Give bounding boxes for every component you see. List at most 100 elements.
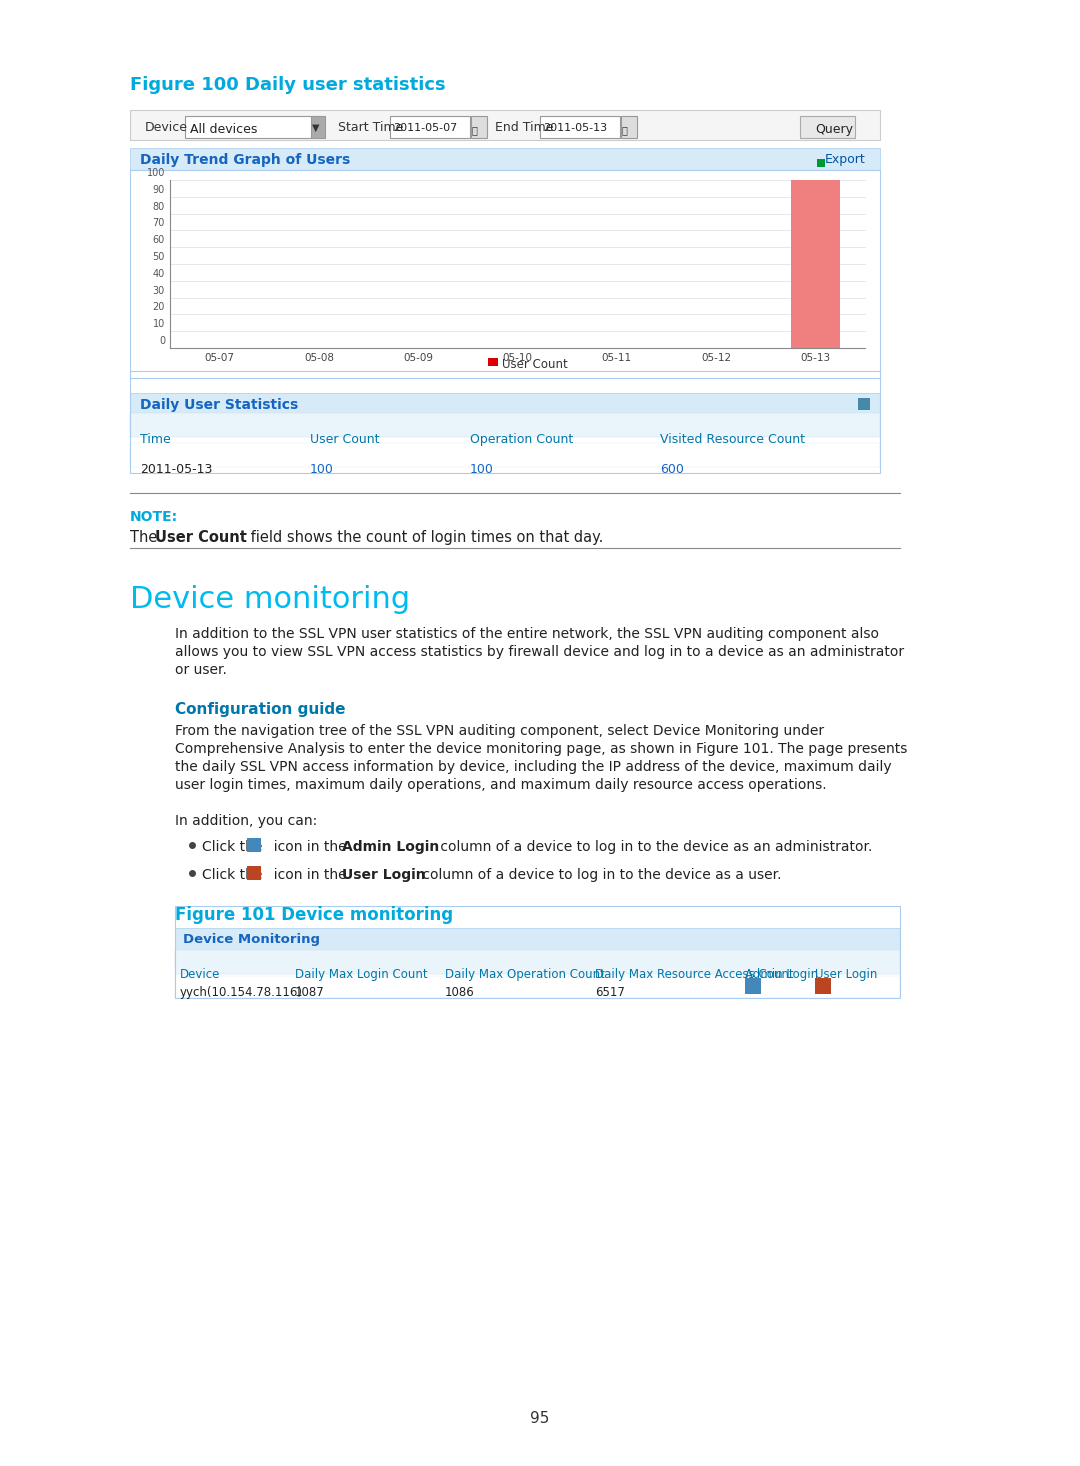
Bar xyxy=(471,116,487,138)
Text: 80: 80 xyxy=(152,202,165,211)
Text: 100: 100 xyxy=(470,463,494,476)
Text: Admin Login: Admin Login xyxy=(745,968,819,981)
Text: Device: Device xyxy=(145,122,188,133)
Text: icon in the: icon in the xyxy=(265,840,351,855)
Text: Figure 100 Daily user statistics: Figure 100 Daily user statistics xyxy=(130,76,446,94)
Text: User Count: User Count xyxy=(310,432,379,446)
Text: 2011-05-13: 2011-05-13 xyxy=(140,463,213,476)
Text: Daily Trend Graph of Users: Daily Trend Graph of Users xyxy=(140,152,350,167)
Text: End Time: End Time xyxy=(495,122,554,133)
Text: NOTE:: NOTE: xyxy=(130,510,178,523)
Bar xyxy=(130,170,880,378)
Text: 1086: 1086 xyxy=(445,987,475,998)
Bar xyxy=(130,393,880,415)
Bar xyxy=(175,950,900,973)
Text: User Login: User Login xyxy=(815,968,877,981)
Text: Time: Time xyxy=(140,432,171,446)
Text: Device Monitoring: Device Monitoring xyxy=(183,932,320,946)
Text: 05-10: 05-10 xyxy=(502,353,532,364)
Text: 95: 95 xyxy=(530,1410,550,1426)
Text: Admin Login: Admin Login xyxy=(342,840,440,855)
Text: All devices: All devices xyxy=(190,123,257,136)
Text: yych(10.154.78.116): yych(10.154.78.116) xyxy=(180,987,303,998)
Text: Operation Count: Operation Count xyxy=(470,432,573,446)
Bar xyxy=(390,116,470,138)
Text: 05-12: 05-12 xyxy=(701,353,731,364)
Text: user login times, maximum daily operations, and maximum daily resource access op: user login times, maximum daily operatio… xyxy=(175,778,826,792)
Text: Comprehensive Analysis to enter the device monitoring page, as shown in Figure 1: Comprehensive Analysis to enter the devi… xyxy=(175,742,907,756)
Text: column of a device to log in to the device as an administrator.: column of a device to log in to the devi… xyxy=(436,840,873,855)
Text: Export: Export xyxy=(825,152,866,166)
Bar xyxy=(130,371,880,474)
Text: the daily SSL VPN access information by device, including the IP address of the : the daily SSL VPN access information by … xyxy=(175,759,892,774)
Text: field shows the count of login times on that day.: field shows the count of login times on … xyxy=(246,531,604,545)
Text: 1087: 1087 xyxy=(295,987,325,998)
Text: 40: 40 xyxy=(152,268,165,279)
Text: Click the: Click the xyxy=(202,868,271,883)
Bar xyxy=(858,397,870,410)
Text: From the navigation tree of the SSL VPN auditing component, select Device Monito: From the navigation tree of the SSL VPN … xyxy=(175,724,824,737)
Bar xyxy=(130,148,880,170)
Text: 90: 90 xyxy=(152,185,165,195)
Text: User Count: User Count xyxy=(156,531,247,545)
Text: Daily User Statistics: Daily User Statistics xyxy=(140,397,298,412)
Bar xyxy=(185,116,315,138)
Text: 2011-05-07: 2011-05-07 xyxy=(393,123,457,133)
Text: 2011-05-13: 2011-05-13 xyxy=(543,123,607,133)
Text: 📅: 📅 xyxy=(622,125,627,135)
Text: In addition to the SSL VPN user statistics of the entire network, the SSL VPN au: In addition to the SSL VPN user statisti… xyxy=(175,627,879,641)
Text: 05-09: 05-09 xyxy=(403,353,433,364)
Text: Visited Resource Count: Visited Resource Count xyxy=(660,432,805,446)
Bar xyxy=(311,116,325,138)
Bar xyxy=(621,116,637,138)
Bar xyxy=(130,443,880,468)
Text: Device: Device xyxy=(180,968,220,981)
Text: 05-08: 05-08 xyxy=(303,353,334,364)
Text: 6517: 6517 xyxy=(595,987,625,998)
Text: 50: 50 xyxy=(152,252,165,262)
Bar xyxy=(175,976,900,998)
Text: 10: 10 xyxy=(152,320,165,330)
Bar xyxy=(745,978,761,994)
Text: 05-13: 05-13 xyxy=(800,353,831,364)
Bar xyxy=(487,358,498,366)
Text: Start Time: Start Time xyxy=(338,122,403,133)
Text: Figure 101 Device monitoring: Figure 101 Device monitoring xyxy=(175,906,454,924)
Text: column of a device to log in to the device as a user.: column of a device to log in to the devi… xyxy=(418,868,782,883)
Text: icon in the: icon in the xyxy=(265,868,351,883)
Text: 20: 20 xyxy=(152,302,165,312)
Text: 05-11: 05-11 xyxy=(602,353,632,364)
Bar xyxy=(247,839,261,852)
Bar xyxy=(800,116,855,138)
Text: Daily Max Operation Count: Daily Max Operation Count xyxy=(445,968,605,981)
Text: 30: 30 xyxy=(152,286,165,296)
Text: 0: 0 xyxy=(159,336,165,346)
Bar xyxy=(815,978,831,994)
Text: 100: 100 xyxy=(310,463,334,476)
Text: 70: 70 xyxy=(152,218,165,229)
Text: In addition, you can:: In addition, you can: xyxy=(175,814,318,828)
Text: or user.: or user. xyxy=(175,663,227,677)
Text: ▼: ▼ xyxy=(312,123,320,133)
Text: 📅: 📅 xyxy=(472,125,477,135)
Bar xyxy=(175,906,900,998)
Text: Device monitoring: Device monitoring xyxy=(130,585,410,614)
Bar xyxy=(816,158,825,167)
Text: 100: 100 xyxy=(147,169,165,177)
Text: Query: Query xyxy=(815,123,853,136)
Text: allows you to view SSL VPN access statistics by firewall device and log in to a : allows you to view SSL VPN access statis… xyxy=(175,645,904,660)
Bar xyxy=(130,110,880,139)
Bar xyxy=(540,116,620,138)
Text: 60: 60 xyxy=(152,235,165,245)
Text: The: The xyxy=(130,531,162,545)
Bar xyxy=(247,866,261,880)
Text: User Count: User Count xyxy=(501,358,567,371)
Text: 600: 600 xyxy=(660,463,684,476)
Bar xyxy=(130,413,880,437)
Text: User Login: User Login xyxy=(342,868,426,883)
Text: Configuration guide: Configuration guide xyxy=(175,702,346,717)
Text: Daily Max Login Count: Daily Max Login Count xyxy=(295,968,428,981)
Text: Daily Max Resource Access Count: Daily Max Resource Access Count xyxy=(595,968,794,981)
Bar xyxy=(791,180,840,347)
Text: Click the: Click the xyxy=(202,840,271,855)
